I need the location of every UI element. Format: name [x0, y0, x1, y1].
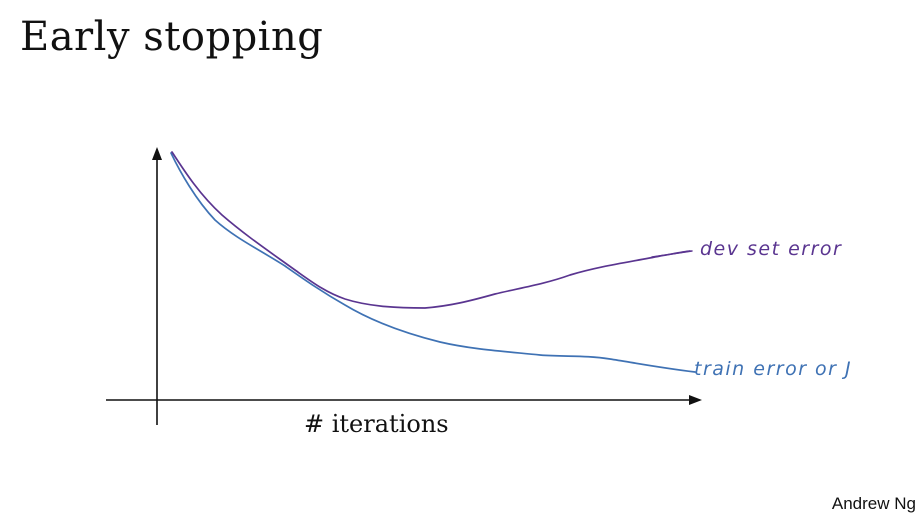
y-axis-arrowhead	[152, 147, 162, 160]
dev-set-error-label: dev set error	[700, 238, 843, 260]
author-credit: Andrew Ng	[831, 494, 916, 513]
x-axis-arrowhead	[689, 395, 702, 405]
dev-error-curve	[171, 151, 691, 309]
train-error-label: train error or J	[694, 358, 853, 380]
x-axis-label: # iterations	[304, 410, 449, 438]
slide-title: Early stopping	[20, 14, 324, 60]
dev-label-leader	[651, 250, 693, 258]
train-error-curve	[170, 152, 696, 373]
